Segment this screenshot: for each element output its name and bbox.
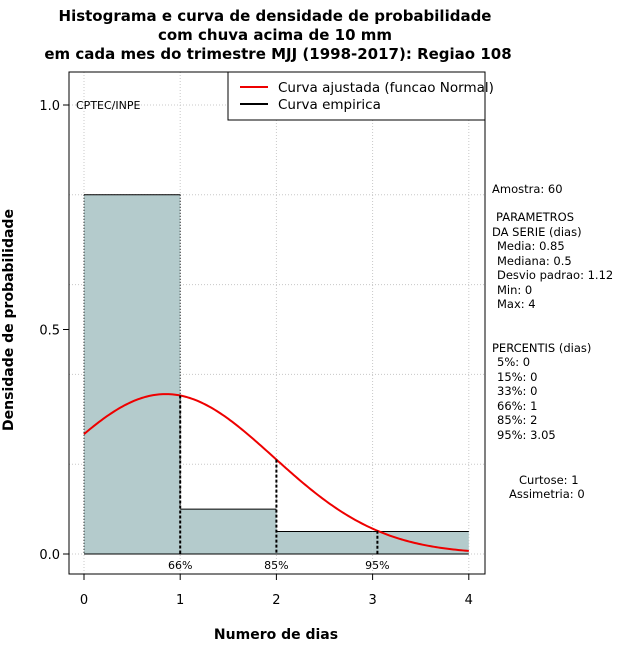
x-tick-label-3: 3 xyxy=(368,593,376,608)
percentile-label-0: 66% xyxy=(168,559,192,572)
percentile-label-1: 85% xyxy=(264,559,288,572)
percentis-title: PERCENTIS (dias) xyxy=(492,341,591,355)
param-desvio: Desvio padrao: 1.12 xyxy=(497,268,613,282)
legend-box xyxy=(227,71,486,121)
param-max: Max: 4 xyxy=(497,297,536,311)
param-media: Media: 0.85 xyxy=(497,239,565,253)
parametros-subtitle: DA SERIE (dias) xyxy=(492,225,582,239)
y-tick-label-0.0: 0.0 xyxy=(39,548,60,563)
param-min: Min: 0 xyxy=(497,283,532,297)
x-tick-label-0: 0 xyxy=(80,593,88,608)
histogram-bar-2 xyxy=(276,531,373,554)
y-tick-label-0.5: 0.5 xyxy=(39,324,60,339)
credit-label: CPTEC/INPE xyxy=(76,99,140,112)
chart-title-line-3: em cada mes do trimestre MJJ (1998-2017)… xyxy=(44,45,511,63)
y-axis: 0.0 0.5 1.0 xyxy=(39,99,70,563)
stats-panel: Amostra: 60 PARAMETROS DA SERIE (dias) M… xyxy=(492,182,613,501)
percentile-label-2: 95% xyxy=(365,559,389,572)
legend: Curva ajustada (funcao Normal) Curva emp… xyxy=(227,71,494,121)
x-axis: 0 1 2 3 4 xyxy=(80,573,473,608)
x-axis-title: Numero de dias xyxy=(214,627,338,643)
legend-label-normal: Curva ajustada (funcao Normal) xyxy=(278,80,494,96)
assimetria-text: Assimetria: 0 xyxy=(509,487,585,501)
x-tick-label-1: 1 xyxy=(176,593,184,608)
percentil-85: 85%: 2 xyxy=(497,413,537,427)
y-axis-title: Densidade de probabilidade xyxy=(1,209,17,431)
histogram-bar-1 xyxy=(180,509,277,554)
x-tick-label-4: 4 xyxy=(465,593,473,608)
amostra-text: Amostra: 60 xyxy=(492,182,563,196)
percentile-markers: 66% 85% 95% xyxy=(168,395,390,572)
percentil-15: 15%: 0 xyxy=(497,370,537,384)
percentil-5: 5%: 0 xyxy=(497,355,530,369)
chart-title-line-2: com chuva acima de 10 mm xyxy=(158,26,392,44)
legend-label-empirica: Curva empirica xyxy=(278,97,381,113)
curtose-text: Curtose: 1 xyxy=(519,473,579,487)
y-tick-label-1.0: 1.0 xyxy=(39,99,60,114)
param-mediana: Mediana: 0.5 xyxy=(497,254,572,268)
normal-curve-line xyxy=(83,393,469,552)
histogram-bar-0 xyxy=(84,194,181,555)
percentil-66: 66%: 1 xyxy=(497,399,537,413)
parametros-title: PARAMETROS xyxy=(496,210,574,224)
percentil-95: 95%: 3.05 xyxy=(497,428,556,442)
percentil-33: 33%: 0 xyxy=(497,384,537,398)
chart-title-line-1: Histograma e curva de densidade de proba… xyxy=(59,7,492,25)
x-tick-label-2: 2 xyxy=(272,593,280,608)
